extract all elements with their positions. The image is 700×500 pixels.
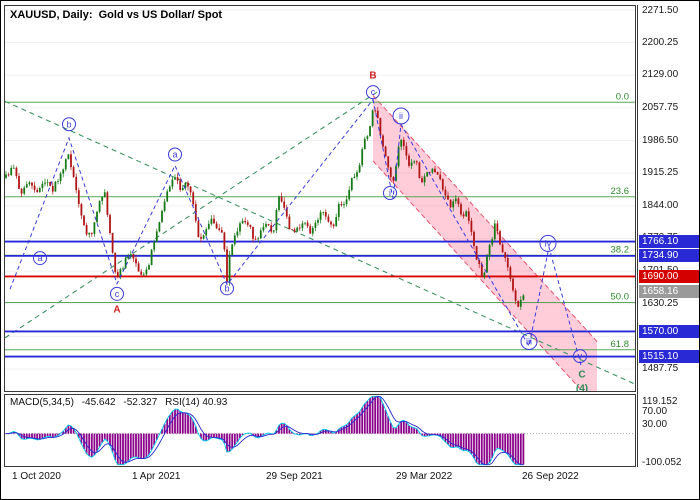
indicator-axis-label: 119.152 [642, 396, 678, 407]
candlestick-series [5, 107, 525, 310]
indicator-panel[interactable]: MACD(5,34,5) -45.642 -52.327 RSI(14) 40.… [4, 394, 636, 467]
macd-histogram [5, 396, 525, 465]
time-axis-label[interactable]: 29 Sep 2021 [266, 471, 323, 482]
price-axis-label: 1986.50 [642, 134, 679, 146]
price-level-badge[interactable]: 1690.00 [639, 269, 699, 283]
wave-label-A: A [113, 304, 120, 315]
price-axis-label: 1844.00 [642, 199, 679, 211]
price-axis-label: 1915.25 [642, 167, 679, 179]
svg-text:iv: iv [545, 238, 552, 248]
fib-label: 23.6 [611, 186, 630, 197]
trendline[interactable] [5, 100, 635, 385]
wave-label-c: c [110, 286, 124, 301]
wave-label-i: i [383, 186, 397, 200]
wave-label-a: a [168, 147, 182, 162]
indicator-macd-value: -45.642 [81, 397, 116, 408]
fib-label: 50.0 [611, 292, 630, 303]
indicator-rsi-value: RSI(14) 40.93 [165, 397, 228, 408]
price-axis[interactable]: 2271.50 2200.25 2129.00 2057.75 1986.50 1915.… [637, 5, 699, 468]
price-axis-label: 2129.00 [642, 69, 679, 81]
indicator-axis-label: -100.052 [642, 457, 682, 468]
price-axis-label: 2271.50 [642, 5, 679, 16]
time-axis-label[interactable]: 29 Mar 2022 [396, 471, 453, 482]
indicator-signal-value: -52.327 [123, 397, 158, 408]
wave-label-C: C [578, 370, 585, 381]
wave-path [9, 99, 374, 290]
time-axis-label[interactable]: 1 Oct 2020 [12, 471, 61, 482]
price-axis-label: 2200.25 [642, 36, 679, 48]
price-axis-label: 1630.25 [642, 297, 679, 309]
wave-label-iv: iv [539, 234, 557, 252]
price-level-badge[interactable]: 1766.10 [639, 235, 699, 249]
svg-text:c: c [115, 289, 120, 299]
fib-label: 0.0 [616, 91, 629, 102]
wave-label-ii: ii [392, 107, 410, 125]
price-level-badge[interactable]: 1515.10 [639, 350, 699, 364]
indicator-canvas[interactable] [5, 395, 635, 466]
trendline[interactable] [5, 88, 382, 339]
price-level-badge[interactable]: 1734.90 [639, 249, 699, 263]
fib-label: 38.2 [611, 244, 630, 255]
wave-label-b: b [220, 281, 234, 296]
time-axis-label[interactable]: 26 Sep 2022 [522, 471, 579, 482]
fibonacci-levels[interactable]: 0.0 23.6 38.2 50.0 61.8 [5, 91, 635, 351]
svg-text:i: i [389, 188, 391, 198]
fib-label: 61.8 [611, 339, 630, 350]
svg-text:ii: ii [399, 111, 403, 121]
wave-label-B: B [369, 71, 376, 82]
indicator-axis-label: 70.00 [642, 405, 668, 417]
indicator-name: MACD(5,34,5) [10, 397, 74, 408]
chart-title: XAUUSD, Daily: Gold vs US Dollar/ Spot [10, 9, 223, 21]
wave-path [372, 99, 582, 366]
time-axis[interactable]: 1 Oct 2020 1 Apr 2021 29 Sep 2021 29 Mar 20… [4, 470, 636, 486]
svg-text:c: c [371, 87, 376, 97]
wave-label-c: c [366, 85, 380, 100]
wave-label-b: b [62, 117, 76, 132]
price-level-badge[interactable]: 1570.00 [639, 324, 699, 338]
forecast-channel [373, 95, 597, 391]
svg-text:a: a [172, 150, 177, 160]
signal-line [5, 395, 524, 466]
svg-text:b: b [224, 283, 229, 293]
svg-text:iii: iii [526, 337, 532, 347]
wave-label-iii: iii [520, 333, 538, 350]
price-axis-label: 1487.75 [642, 363, 679, 375]
svg-text:a: a [37, 253, 42, 263]
grid-lines [5, 9, 635, 370]
wave-label-v: v [573, 349, 587, 364]
main-chart-panel[interactable]: XAUUSD, Daily: Gold vs US Dollar/ Spot 0… [4, 5, 636, 392]
wave-label-a: a [33, 251, 47, 266]
time-axis-label[interactable]: 1 Apr 2021 [132, 471, 181, 482]
price-axis-label: 2057.75 [642, 101, 679, 113]
wave-label-(4): (4) [576, 383, 588, 391]
current-price-badge[interactable]: 1658.16 [639, 284, 699, 298]
svg-text:b: b [66, 119, 71, 129]
indicator-axis-label: 30.00 [642, 418, 668, 430]
indicator-label: MACD(5,34,5) -45.642 -52.327 RSI(14) 40.… [10, 397, 232, 408]
svg-text:v: v [578, 351, 583, 361]
